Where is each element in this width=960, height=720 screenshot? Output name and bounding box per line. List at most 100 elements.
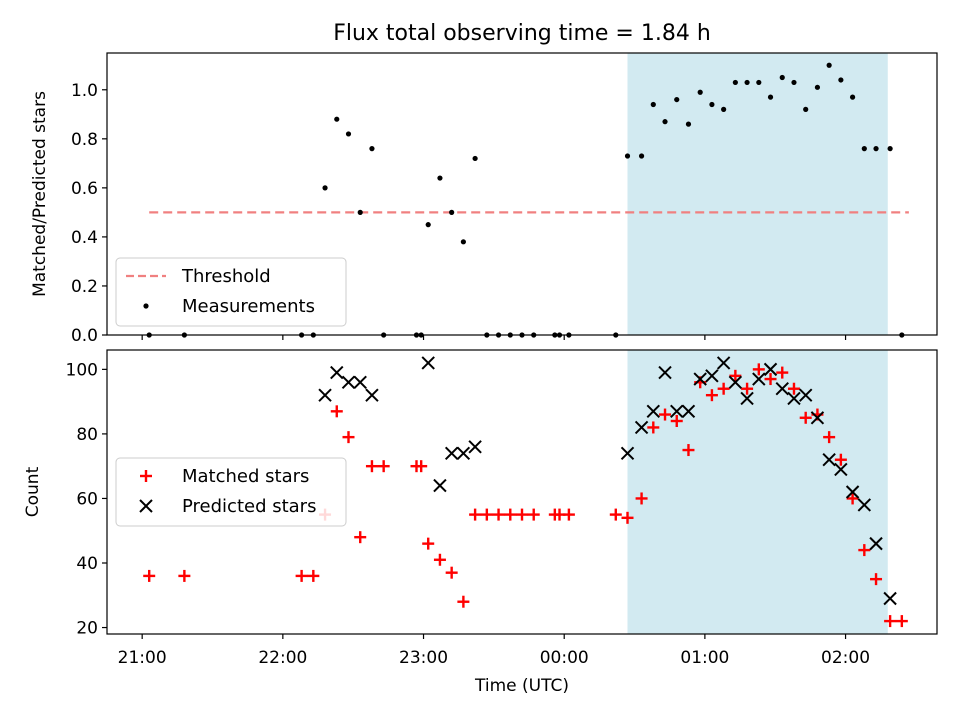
- matched-star-point: [307, 569, 320, 582]
- predicted-star-point: [634, 420, 649, 435]
- measurement-point: [460, 239, 466, 245]
- predicted-star-point: [658, 365, 672, 380]
- matched-star-point: [647, 421, 660, 434]
- matched-star-point: [799, 411, 812, 424]
- matched-star-point: [682, 444, 695, 457]
- matched-star-point: [858, 544, 871, 557]
- matched-star-point: [330, 405, 343, 418]
- predicted-star-point: [341, 375, 356, 389]
- measurement-point: [345, 131, 352, 137]
- measurement-point: [472, 155, 478, 162]
- matched-star-point: [143, 569, 156, 582]
- matched-star-point: [659, 408, 672, 421]
- matched-star-point: [527, 508, 540, 521]
- top-y-tick-label: 0.2: [71, 277, 98, 297]
- predicted-star-point: [646, 404, 661, 419]
- x-axis-label: Time (UTC): [474, 676, 569, 696]
- predicted-star-point: [421, 356, 435, 370]
- top-y-tick-label: 0.8: [71, 130, 98, 150]
- predicted-star-point: [330, 365, 344, 380]
- top-panel-y-axis-label: Matched/Predicted stars: [30, 91, 50, 297]
- x-tick-label: 02:00: [821, 648, 870, 668]
- matched-star-point: [621, 511, 634, 524]
- matched-star-point: [342, 431, 355, 444]
- bottom-panel: 20 40 60 80 100 21:00 22:00 23:00 00:00 01:00 02:…: [23, 349, 938, 696]
- top-panel-x-ticks: [141, 335, 847, 340]
- bottom-panel-legend-box: [115, 457, 347, 527]
- bottom-panel-points: [143, 356, 908, 628]
- measurement-point: [873, 146, 879, 152]
- predicted-star-point: [810, 411, 825, 425]
- bottom-y-tick-label: 100: [66, 360, 98, 380]
- predicted-star-point: [433, 478, 447, 493]
- predicted-star-point: [681, 404, 696, 419]
- matched-star-point: [492, 508, 505, 521]
- x-tick-label: 21:00: [118, 648, 167, 668]
- matched-star-point: [752, 363, 765, 376]
- measurement-point: [826, 62, 832, 68]
- predicted-star-point: [740, 391, 754, 406]
- x-tick-label: 00:00: [540, 648, 589, 668]
- measurement-point: [767, 94, 774, 100]
- matched-star-point: [870, 573, 883, 586]
- predicted-star-point: [728, 375, 743, 389]
- matched-star-point: [469, 508, 482, 521]
- top-panel-legend: Threshold Measurements: [115, 257, 347, 327]
- predicted-star-point: [705, 369, 719, 383]
- measurement-point: [791, 79, 797, 86]
- predicted-star-point: [318, 388, 332, 402]
- matched-star-point: [846, 492, 859, 505]
- predicted-star-point: [787, 391, 801, 406]
- matched-star-point: [562, 508, 575, 521]
- matched-star-point: [516, 508, 528, 521]
- matched-star-point: [741, 382, 754, 395]
- measurement-point: [334, 116, 340, 122]
- measurement-point: [861, 146, 867, 152]
- measurement-point: [322, 185, 328, 191]
- predicted-star-point: [468, 440, 482, 454]
- matched-star-point: [776, 366, 789, 379]
- matched-star-point: [717, 382, 730, 395]
- matched-star-point: [433, 553, 446, 566]
- measurement-point: [803, 106, 809, 112]
- predicted-star-point: [798, 388, 813, 402]
- legend-predicted-label: Predicted stars: [182, 496, 316, 517]
- predicted-star-point: [763, 362, 778, 377]
- top-panel-shaded-span: [627, 53, 888, 335]
- matched-star-point: [415, 460, 428, 473]
- measurement-point: [838, 77, 844, 83]
- measurement-point: [650, 101, 656, 108]
- measurement-point: [425, 222, 431, 228]
- matched-star-point: [445, 566, 458, 579]
- predicted-star-point: [444, 446, 459, 460]
- measurement-point: [662, 119, 668, 125]
- chart-title: Flux total observing time = 1.84 h: [333, 21, 711, 46]
- measurement-point: [357, 209, 363, 215]
- predicted-star-point: [365, 388, 379, 402]
- bottom-panel-y-axis-label: Count: [23, 466, 43, 517]
- bottom-y-tick-label: 20: [76, 619, 98, 639]
- matched-star-point: [295, 569, 308, 582]
- legend-predicted-swatch: [139, 499, 153, 513]
- x-tick-label: 22:00: [258, 648, 307, 668]
- measurement-point: [814, 84, 821, 90]
- predicted-star-point: [869, 536, 883, 551]
- top-shaded-region: [627, 53, 888, 335]
- matched-star-point: [609, 508, 622, 521]
- measurement-point: [779, 74, 785, 81]
- measurement-point: [624, 153, 631, 159]
- predicted-star-point: [456, 446, 471, 460]
- measurement-point: [744, 79, 750, 86]
- predicted-star-point: [620, 446, 635, 460]
- predicted-star-point: [775, 382, 789, 396]
- predicted-star-point: [693, 372, 707, 386]
- measurement-point: [709, 101, 715, 108]
- matched-star-point: [504, 508, 517, 521]
- bottom-panel-shaded-span: [627, 350, 888, 634]
- measurement-point: [697, 89, 703, 95]
- matched-star-point: [480, 508, 493, 521]
- bottom-y-tick-label: 80: [76, 425, 98, 445]
- top-panel-frame: [106, 52, 938, 336]
- matched-star-point: [354, 531, 367, 544]
